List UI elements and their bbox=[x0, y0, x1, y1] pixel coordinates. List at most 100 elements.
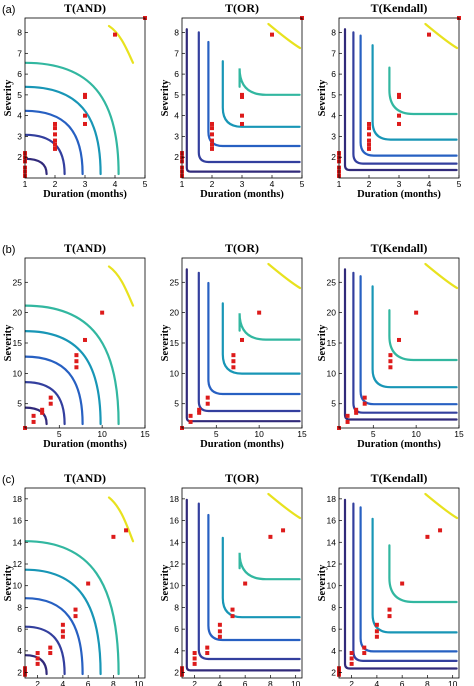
x-tick-label: 1 bbox=[180, 179, 185, 189]
contour-level-2 bbox=[343, 498, 458, 670]
plot-frame bbox=[338, 257, 460, 429]
panel-title: T(Kendall) bbox=[371, 471, 428, 485]
y-tick-label: 5 bbox=[331, 399, 336, 409]
data-point bbox=[243, 581, 248, 586]
y-tick-label: 5 bbox=[174, 399, 179, 409]
x-tick-label: 10 bbox=[411, 429, 421, 439]
y-tick-label: 25 bbox=[327, 277, 337, 287]
data-point bbox=[53, 146, 57, 151]
data-point bbox=[240, 121, 244, 126]
panel-7: T(AND)24681024681012141618Duration (mont… bbox=[3, 471, 146, 686]
contour-level-20 bbox=[371, 517, 458, 634]
data-point bbox=[231, 365, 236, 370]
y-tick-label: 12 bbox=[13, 559, 23, 569]
contour-level-2 bbox=[185, 28, 301, 173]
y-tick-label: 10 bbox=[327, 581, 337, 591]
data-point bbox=[217, 629, 222, 634]
y-tick-label: 7 bbox=[331, 48, 336, 58]
contour-level-2 bbox=[185, 498, 301, 672]
y-tick-label: 2 bbox=[174, 152, 179, 162]
y-tick-label: 2 bbox=[174, 668, 179, 678]
data-point bbox=[86, 581, 91, 586]
y-tick-label: 8 bbox=[331, 602, 336, 612]
data-point bbox=[240, 92, 244, 97]
y-tick-label: 8 bbox=[331, 28, 336, 38]
data-point bbox=[240, 113, 244, 118]
data-point bbox=[188, 419, 193, 424]
y-tick-label: 4 bbox=[331, 646, 336, 656]
contour-lines bbox=[185, 492, 302, 672]
data-point bbox=[31, 413, 36, 418]
y-tick-label: 8 bbox=[174, 28, 179, 38]
panel-title: T(AND) bbox=[64, 241, 106, 255]
y-tick-label: 20 bbox=[170, 308, 180, 318]
data-point bbox=[53, 126, 57, 131]
x-tick-label: 5 bbox=[457, 179, 462, 189]
y-axis-label: Severity bbox=[317, 564, 328, 601]
contour-level-20 bbox=[25, 568, 102, 676]
y-tick-label: 4 bbox=[174, 646, 179, 656]
contour-level-2 bbox=[343, 268, 458, 421]
contour-lines bbox=[185, 262, 302, 423]
data-point bbox=[374, 622, 379, 627]
contour-level-20 bbox=[221, 536, 301, 619]
x-tick-label: 10 bbox=[291, 679, 301, 686]
y-tick-label: 6 bbox=[174, 624, 179, 634]
x-tick-label: 10 bbox=[254, 429, 264, 439]
contour-level-20 bbox=[221, 302, 301, 375]
data-point bbox=[397, 94, 401, 99]
y-axis-label: Severity bbox=[3, 564, 14, 601]
contour-level-100 bbox=[267, 262, 302, 290]
y-tick-label: 20 bbox=[327, 308, 337, 318]
contour-lines bbox=[343, 492, 459, 670]
data-point bbox=[60, 622, 65, 627]
data-point bbox=[231, 353, 236, 358]
data-point bbox=[124, 528, 129, 533]
x-tick-label: 8 bbox=[425, 679, 430, 686]
x-tick-label: 6 bbox=[243, 679, 248, 686]
y-tick-label: 6 bbox=[331, 624, 336, 634]
y-tick-label: 8 bbox=[17, 602, 22, 612]
panel-3: T(Kendall) 1 2 3 4 5 2 3 4 5 6 7 8 Duration (months) S… bbox=[317, 1, 462, 200]
x-tick-label: 1 bbox=[23, 179, 28, 189]
data-point bbox=[387, 614, 392, 619]
x-tick-label: 5 bbox=[214, 429, 219, 439]
y-tick-label: 12 bbox=[170, 559, 180, 569]
contour-level-10 bbox=[359, 34, 458, 157]
y-axis-label: Severity bbox=[317, 324, 328, 361]
data-point bbox=[100, 310, 105, 315]
contour-level-10 bbox=[25, 597, 84, 676]
data-point bbox=[367, 138, 371, 143]
x-tick-label: 3 bbox=[83, 179, 88, 189]
contour-level-50 bbox=[238, 68, 301, 96]
contour-lines bbox=[343, 262, 459, 421]
contour-level-20 bbox=[25, 85, 102, 176]
contour-level-10 bbox=[207, 281, 301, 396]
data-point bbox=[281, 528, 286, 533]
data-point bbox=[210, 146, 214, 151]
y-axis-label: Severity bbox=[160, 564, 171, 601]
panel-title: T(AND) bbox=[64, 1, 106, 15]
data-point bbox=[362, 401, 367, 406]
data-point bbox=[438, 528, 443, 533]
contour-level-50 bbox=[238, 552, 301, 581]
y-tick-label: 16 bbox=[327, 516, 337, 526]
y-tick-label: 7 bbox=[17, 48, 22, 58]
y-tick-label: 2 bbox=[17, 152, 22, 162]
data-point bbox=[113, 32, 117, 37]
x-tick-label: 3 bbox=[397, 179, 402, 189]
panel-8: T(OR)24681024681012141618Duration (month… bbox=[160, 471, 303, 686]
data-point bbox=[40, 410, 45, 415]
x-tick-label: 4 bbox=[61, 679, 66, 686]
contour-level-5 bbox=[352, 31, 458, 165]
row-label: (b) bbox=[2, 244, 15, 256]
data-point bbox=[268, 534, 273, 539]
panel-6: T(Kendall) 5 10 15 5 10 15 20 25 Duration (months… bbox=[317, 241, 464, 450]
contour-lines bbox=[25, 24, 135, 176]
data-point bbox=[230, 614, 235, 619]
y-tick-label: 18 bbox=[170, 494, 180, 504]
y-tick-label: 2 bbox=[331, 152, 336, 162]
y-tick-label: 5 bbox=[17, 90, 22, 100]
y-tick-label: 10 bbox=[170, 368, 180, 378]
data-point bbox=[73, 614, 78, 619]
